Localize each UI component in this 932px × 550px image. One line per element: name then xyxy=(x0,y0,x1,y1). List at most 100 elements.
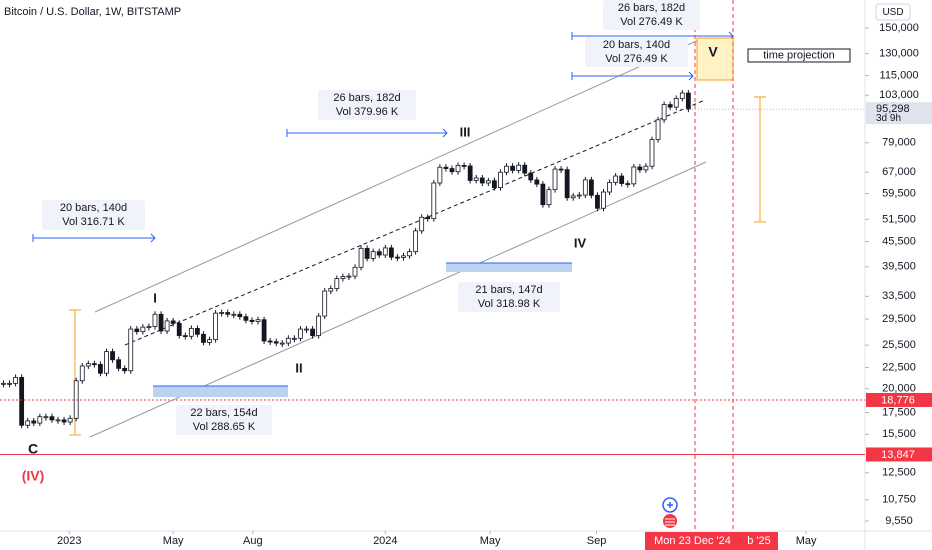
candle xyxy=(382,247,388,256)
candle xyxy=(588,179,594,196)
candle xyxy=(358,247,364,268)
arrow xyxy=(571,71,694,81)
candle xyxy=(213,312,219,341)
candle xyxy=(176,322,182,337)
candle xyxy=(207,339,212,343)
candle xyxy=(322,290,328,317)
candle xyxy=(346,275,352,278)
candle xyxy=(249,319,255,322)
candle xyxy=(43,416,49,419)
level-label: 13,847 xyxy=(881,449,915,461)
wave-label: I xyxy=(153,290,157,305)
y-tick-label: 22,500 xyxy=(882,361,916,373)
candle xyxy=(370,251,376,259)
y-tick-label: 25,500 xyxy=(882,339,916,351)
measure-text: Vol 316.71 K xyxy=(62,216,125,228)
candle xyxy=(237,313,243,318)
candle xyxy=(601,191,606,209)
candle xyxy=(607,182,612,193)
candle xyxy=(413,230,419,253)
last-price-tag xyxy=(866,102,932,125)
wave-label: V xyxy=(708,44,718,60)
candle xyxy=(461,165,467,167)
candle xyxy=(340,276,346,279)
measure-text: 20 bars, 140d xyxy=(603,39,670,51)
y-tick-label: 12,500 xyxy=(882,467,916,479)
y-tick-label: 15,500 xyxy=(882,428,916,440)
event-icon-plus xyxy=(667,502,673,508)
candle xyxy=(401,255,406,258)
candle xyxy=(188,328,194,337)
y-tick-label: 150,000 xyxy=(879,22,919,34)
time-tag xyxy=(740,532,778,550)
measure-text: Vol 318.98 K xyxy=(478,298,541,310)
candle xyxy=(516,164,522,171)
candle xyxy=(146,326,152,328)
candle xyxy=(116,359,122,369)
candle xyxy=(225,312,231,315)
level-tag xyxy=(866,447,932,462)
y-tick-label: 67,000 xyxy=(882,166,916,178)
candle xyxy=(219,312,225,314)
level-tag xyxy=(866,392,932,407)
candle xyxy=(552,168,558,191)
candle xyxy=(582,179,588,196)
candle xyxy=(655,119,661,141)
countdown-label: 3d 9h xyxy=(876,113,901,124)
candle xyxy=(449,168,455,173)
wave-label: III xyxy=(460,124,471,139)
candle xyxy=(31,420,37,424)
candle xyxy=(104,351,109,374)
channel-upper xyxy=(94,37,704,313)
candle xyxy=(510,165,515,171)
candle xyxy=(467,165,473,181)
note-text: time projection xyxy=(763,49,835,61)
candle xyxy=(576,194,582,197)
measure-text: Vol 288.65 K xyxy=(193,421,256,433)
candle xyxy=(485,180,491,184)
candle xyxy=(407,251,412,257)
currency-button[interactable] xyxy=(875,3,911,21)
x-tick-label: Aug xyxy=(243,535,263,547)
candle xyxy=(419,216,425,232)
y-tick-label: 17,500 xyxy=(882,406,916,418)
y-tick-label: 45,500 xyxy=(882,235,916,247)
candle xyxy=(1,382,6,385)
candle xyxy=(540,183,546,206)
candle xyxy=(267,340,273,343)
candle xyxy=(19,376,25,426)
candle xyxy=(310,328,315,337)
candle xyxy=(625,183,631,185)
candle xyxy=(182,335,188,338)
x-tick-label: May xyxy=(163,535,184,547)
candle xyxy=(498,171,503,188)
candle xyxy=(528,172,534,181)
candle xyxy=(67,417,73,423)
measure-text: Vol 379.96 K xyxy=(336,106,399,118)
candle xyxy=(334,278,340,289)
y-tick-label: 103,000 xyxy=(879,89,919,101)
candle xyxy=(158,313,164,332)
candle xyxy=(492,180,497,188)
measure-text: 26 bars, 182d xyxy=(333,92,400,104)
candle xyxy=(667,104,673,108)
arrow xyxy=(286,128,448,138)
candle xyxy=(395,256,400,259)
candle xyxy=(649,139,655,167)
candle xyxy=(661,104,667,121)
candle xyxy=(243,316,249,321)
economic-icon[interactable] xyxy=(663,514,677,528)
measure-box xyxy=(585,37,688,67)
candle xyxy=(201,333,206,343)
measure-text: 26 bars, 182d xyxy=(618,2,685,14)
x-tick-label: May xyxy=(796,535,817,547)
candle xyxy=(673,98,679,108)
x-tick-label: May xyxy=(480,535,501,547)
candle xyxy=(304,328,309,331)
candle xyxy=(128,328,134,372)
candle xyxy=(455,165,461,173)
candle xyxy=(140,326,146,333)
y-tick-label: 39,500 xyxy=(882,261,916,273)
candle xyxy=(685,92,691,110)
candle xyxy=(231,313,237,316)
